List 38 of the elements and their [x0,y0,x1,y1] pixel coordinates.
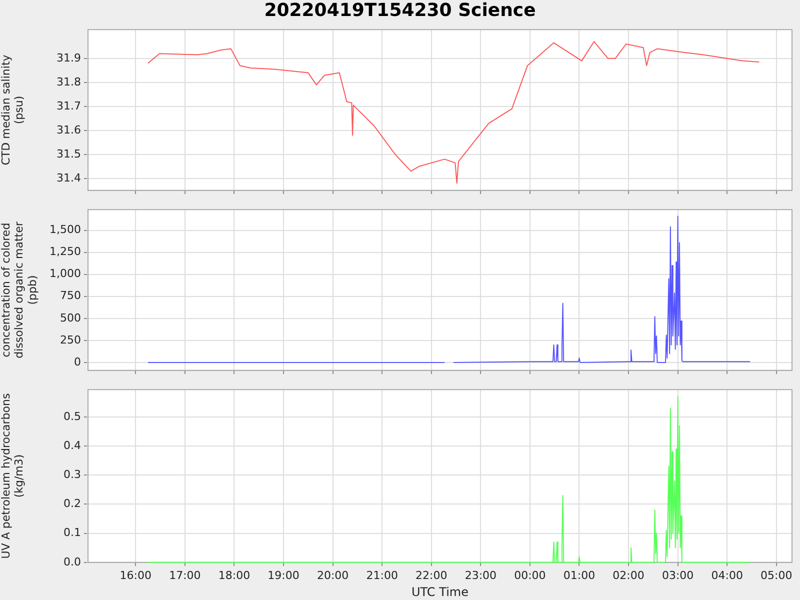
x-tick-label: 05:00 [760,568,792,582]
y-tick-label: 500 [60,311,81,324]
y-tick-label: 750 [60,289,81,302]
x-tick-label: 22:00 [416,568,448,582]
x-tick-label: 17:00 [169,568,201,582]
y-axis-title: CTD median salinity (psu) [0,54,26,166]
x-tick-label: 02:00 [612,568,644,582]
y-tick-label: 1,250 [50,245,81,258]
y-tick-label: 1,500 [50,223,81,236]
y-tick-label: 31.6 [56,123,81,136]
x-tick-label: 19:00 [268,568,300,582]
y-axis-title: UV A petroleum hydrocarbons (kg/m3) [0,393,26,559]
y-tick-label: 0.0 [64,555,81,568]
x-tick-label: 21:00 [366,568,398,582]
x-tick-label: 20:00 [316,568,349,582]
y-tick-label: 0.4 [64,438,81,452]
y-axis-title: concentration of colored dissolved organic matter (ppb) [0,221,39,358]
x-tick-label: 23:00 [464,568,497,582]
y-tick-label: 31.4 [56,171,81,184]
y-tick-label: 31.9 [56,51,81,64]
y-tick-label: 250 [60,333,81,346]
y-tick-label: 0.2 [64,497,81,510]
y-tick-label: 31.7 [56,99,81,112]
x-axis-title: UTC Time [412,584,468,599]
x-tick-label: 16:00 [120,568,152,582]
x-tick-label: 01:00 [563,568,596,582]
y-tick-label: 31.5 [56,147,81,160]
y-tick-label: 0 [74,355,81,368]
y-tick-label: 1,000 [50,267,81,280]
x-tick-label: 00:00 [514,568,546,582]
y-tick-label: 0.5 [64,410,81,423]
y-tick-label: 0.3 [64,468,81,481]
x-tick-label: 04:00 [711,568,743,582]
chart-title: 20220419T154230 Science [263,0,537,21]
x-tick-label: 03:00 [662,568,694,582]
y-tick-label: 31.8 [56,75,81,88]
x-tick-label: 18:00 [218,568,250,582]
y-tick-label: 0.1 [64,526,81,540]
